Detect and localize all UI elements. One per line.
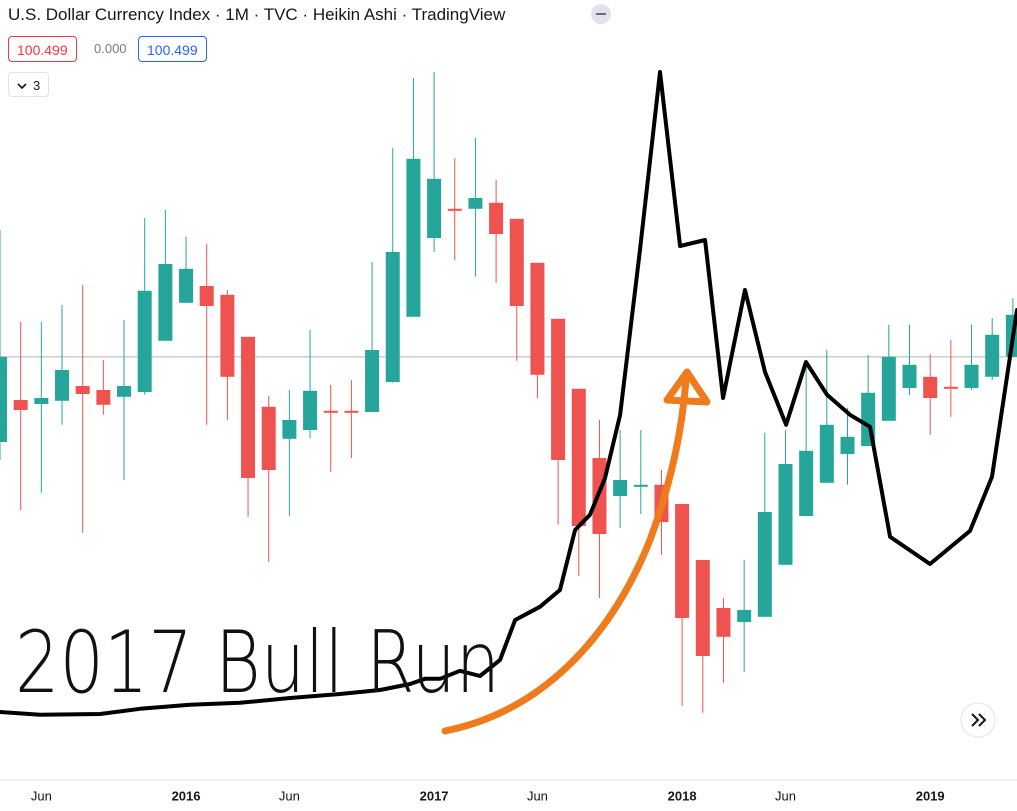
chevron-icon[interactable] — [16, 80, 28, 92]
candle-body — [199, 286, 214, 306]
candle-body — [137, 290, 152, 392]
candle-body — [964, 364, 979, 388]
candle-body — [716, 608, 731, 637]
candle-body — [96, 390, 111, 405]
candle-body — [881, 356, 896, 421]
candle-body — [365, 350, 380, 412]
collapse-button[interactable] — [591, 4, 611, 24]
arrow-annotation — [441, 368, 711, 735]
candle-body — [158, 264, 173, 341]
indicator-count[interactable]: 3 — [33, 78, 41, 93]
time-axis: Jun 2016 Jun 2017 Jun 2018 Jun 2019 — [31, 788, 945, 803]
candle-body — [344, 410, 359, 413]
candle-body — [613, 480, 628, 496]
candle-body — [695, 560, 710, 656]
candle-body — [13, 400, 28, 410]
ask-price[interactable]: 100.499 — [138, 36, 207, 62]
candle-body — [282, 420, 297, 439]
candle-body — [819, 424, 834, 483]
candle-body — [385, 252, 400, 382]
bid-price[interactable]: 100.499 — [8, 36, 77, 62]
candle-body — [840, 436, 855, 454]
candle-body — [489, 202, 504, 234]
candle-body — [406, 158, 421, 317]
time-tick-label: Jun — [31, 788, 52, 803]
time-tick-label: 2016 — [172, 788, 201, 803]
time-tick-label: Jun — [527, 788, 548, 803]
candle-body — [571, 388, 586, 526]
candle-body — [447, 208, 462, 211]
candle-body — [261, 406, 276, 470]
candle-body — [902, 364, 917, 388]
candle-body — [303, 390, 318, 430]
candle-body — [468, 198, 483, 209]
time-tick-label: Jun — [279, 788, 300, 803]
annotation-text: 2017 Bull Run — [15, 613, 500, 713]
candle-body — [737, 610, 752, 622]
candle-body — [551, 318, 566, 460]
candle-body — [0, 356, 7, 442]
overlay-line — [0, 70, 1017, 717]
candle-body — [75, 386, 90, 394]
candle-body — [220, 294, 235, 377]
candle-body — [923, 376, 938, 398]
indicator-toggle[interactable]: 3 — [8, 72, 50, 97]
candle-body — [427, 178, 442, 238]
candle-body — [530, 262, 545, 375]
arrow-head — [663, 368, 711, 406]
candle-body — [323, 410, 338, 413]
candle-body — [509, 218, 524, 306]
scroll-icon[interactable] — [971, 713, 987, 727]
candle-body — [55, 370, 70, 401]
candle-body — [241, 336, 256, 478]
spread: 0.000 — [86, 36, 135, 62]
candle-body — [943, 386, 958, 389]
candle-body — [757, 512, 772, 617]
candle-body — [179, 268, 194, 303]
candle-body — [117, 386, 132, 397]
candle-body — [633, 484, 648, 487]
plot-area — [0, 70, 1017, 717]
scroll-button[interactable] — [960, 702, 996, 738]
time-tick-label: Jun — [775, 788, 796, 803]
time-tick-label: 2019 — [916, 788, 945, 803]
candle-body — [778, 464, 793, 565]
candle-body — [675, 504, 690, 618]
candle-body — [34, 398, 49, 404]
candle-body — [799, 450, 814, 516]
arrow-shaft — [441, 376, 690, 735]
time-tick-label: 2017 — [420, 788, 449, 803]
symbol-title: U.S. Dollar Currency Index · 1M · TVC · … — [8, 5, 506, 24]
time-tick-label: 2018 — [668, 788, 697, 803]
candle-body — [985, 334, 1000, 377]
